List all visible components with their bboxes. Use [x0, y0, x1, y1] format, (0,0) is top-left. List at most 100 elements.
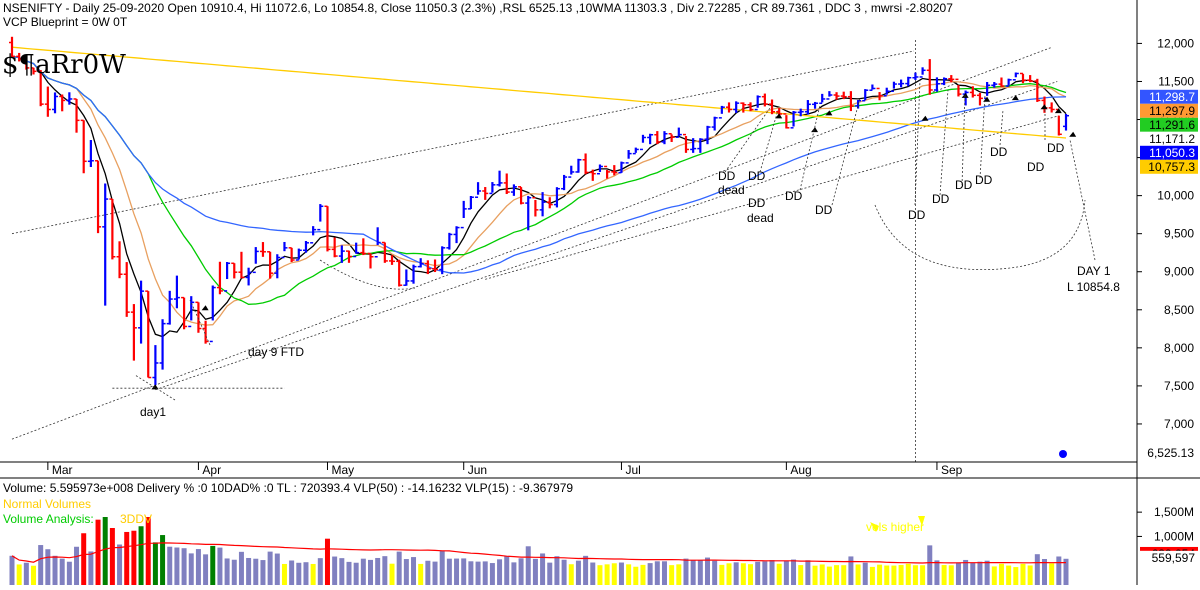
volume-bar: [38, 545, 44, 585]
volume-bar: [1063, 558, 1069, 585]
volume-bar: [697, 560, 703, 585]
ohlc-bar: [116, 241, 123, 279]
price-tick-label: 8,500: [1164, 303, 1194, 317]
volume-bar: [855, 564, 861, 585]
volume-bar: [253, 558, 259, 585]
ohlc-bar: [159, 319, 166, 370]
chart-annotation: DD: [815, 203, 833, 217]
ohlc-bar: [976, 92, 983, 106]
moving-average-line: [11, 55, 1067, 274]
ohlc-bar: [510, 184, 517, 196]
price-tick-label: 7,500: [1164, 379, 1194, 393]
volume-bar: [676, 564, 682, 585]
ohlc-bar: [1019, 72, 1026, 84]
ohlc-bar: [654, 131, 661, 145]
ohlc-bar: [353, 242, 360, 258]
ohlc-bar: [991, 82, 998, 88]
chart-annotation: DD: [1047, 141, 1065, 155]
ohlc-bar: [819, 93, 826, 104]
volume-bar: [525, 546, 531, 585]
ohlc-bar: [926, 59, 933, 95]
volume-bar: [869, 566, 875, 585]
ohlc-bar: [417, 258, 424, 268]
ohlc-bar: [123, 262, 130, 317]
volume-bar: [532, 558, 538, 585]
ohlc-bar: [647, 133, 654, 145]
moving-average-line: [11, 55, 1067, 326]
leader-line: [724, 107, 771, 173]
ohlc-bar: [360, 238, 367, 256]
chart-header-line2: VCP Blueprint = 0W 0T: [3, 15, 128, 29]
ohlc-bar: [733, 101, 740, 113]
volume-bar: [1027, 565, 1033, 585]
ohlc-bar: [59, 94, 66, 112]
leader-line: [189, 299, 211, 346]
ohlc-bar: [948, 75, 955, 83]
month-label: Aug: [790, 463, 811, 477]
pointer-arrow: [1069, 131, 1077, 137]
price-label-text: 11,298.7: [1149, 90, 1195, 104]
ohlc-bar: [754, 95, 761, 111]
volume-bar: [819, 564, 825, 585]
ohlc-bar: [596, 164, 603, 175]
ohlc-bar: [1005, 78, 1012, 87]
volume-bar: [683, 558, 689, 585]
volume-bar: [238, 551, 244, 585]
volume-bar: [324, 538, 330, 585]
ohlc-bar: [625, 150, 632, 164]
ohlc-bar: [489, 182, 496, 195]
chart-annotation: L 10854.8: [1067, 280, 1120, 294]
ohlc-bar: [195, 301, 202, 333]
volume-bar: [654, 561, 660, 585]
volume-bar: [310, 563, 316, 585]
leader-line: [759, 109, 779, 173]
ohlc-bar: [152, 345, 159, 386]
volume-bar: [762, 561, 768, 585]
volume-bar: [439, 550, 445, 585]
chart-annotation: DD: [908, 208, 926, 222]
ohlc-bar: [890, 81, 897, 92]
ddv-label: 3DDV: [120, 512, 153, 526]
ohlc-bar: [912, 72, 919, 80]
pointer-arrow: [921, 115, 929, 121]
volume-bar: [88, 551, 94, 585]
volume-bar: [210, 545, 216, 585]
ohlc-bar: [905, 76, 912, 87]
ohlc-bar: [245, 267, 252, 286]
ohlc-bar: [833, 92, 840, 100]
volume-bar: [23, 562, 29, 585]
volume-bar: [733, 562, 739, 585]
ohlc-bar: [16, 52, 23, 62]
price-label-text: 11,291.6: [1149, 118, 1195, 132]
volume-bar: [289, 560, 295, 585]
volume-bar: [575, 560, 581, 585]
volume-bar: [267, 551, 273, 585]
ohlc-bar: [690, 138, 697, 153]
chart-annotation: DD: [975, 173, 993, 187]
ohlc-bar: [812, 101, 819, 109]
volume-bar: [346, 561, 352, 585]
moving-averages-layer: [11, 46, 1067, 338]
watermark-text: $¶aRr0W: [2, 50, 126, 80]
price-tick-label: 9,000: [1164, 265, 1194, 279]
ohlc-bar: [1012, 72, 1019, 81]
volume-bar: [791, 559, 797, 585]
ohlc-bar: [618, 161, 625, 174]
volume-bar: [217, 547, 223, 585]
volume-tick-label: 1,000M: [1154, 529, 1194, 543]
chart-annotation: DD: [718, 169, 736, 183]
volume-bar: [9, 555, 15, 585]
volume-bar: [446, 558, 452, 585]
pointer-arrow: [201, 305, 209, 311]
chart-annotation: DD: [785, 189, 803, 203]
leader-line: [799, 104, 821, 191]
ohlc-bar: [73, 98, 80, 133]
volume-bar: [131, 530, 137, 585]
ohlc-bar: [869, 84, 876, 91]
ohlc-bar: [941, 77, 948, 86]
volume-bar: [296, 562, 302, 585]
price-axis-bottom-label: 6,525.13: [1147, 446, 1194, 460]
volume-bar: [389, 563, 395, 585]
